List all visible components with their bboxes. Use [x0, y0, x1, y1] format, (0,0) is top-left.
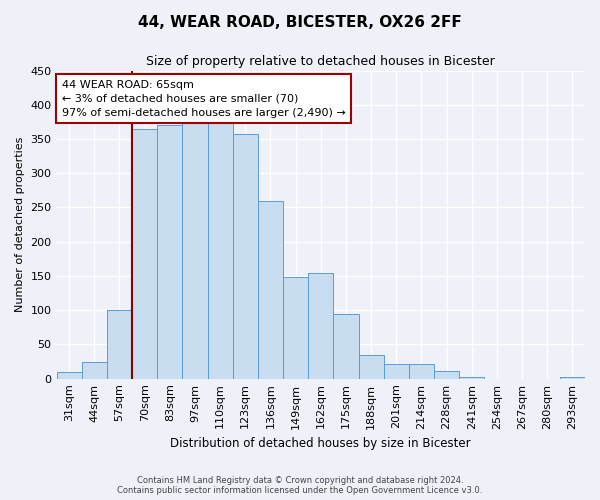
Bar	[334, 314, 359, 378]
Bar	[434, 371, 459, 378]
Bar	[157, 126, 182, 378]
Bar	[308, 272, 334, 378]
Bar	[182, 124, 208, 378]
Text: 44 WEAR ROAD: 65sqm
← 3% of detached houses are smaller (70)
97% of semi-detache: 44 WEAR ROAD: 65sqm ← 3% of detached hou…	[62, 80, 346, 118]
Bar	[258, 200, 283, 378]
Y-axis label: Number of detached properties: Number of detached properties	[15, 137, 25, 312]
Bar	[132, 129, 157, 378]
Bar	[208, 124, 233, 378]
Text: 44, WEAR ROAD, BICESTER, OX26 2FF: 44, WEAR ROAD, BICESTER, OX26 2FF	[138, 15, 462, 30]
Bar	[409, 364, 434, 378]
Bar	[359, 354, 383, 378]
Title: Size of property relative to detached houses in Bicester: Size of property relative to detached ho…	[146, 55, 495, 68]
Bar	[283, 278, 308, 378]
Text: Contains HM Land Registry data © Crown copyright and database right 2024.
Contai: Contains HM Land Registry data © Crown c…	[118, 476, 482, 495]
Bar	[383, 364, 409, 378]
Bar	[107, 310, 132, 378]
X-axis label: Distribution of detached houses by size in Bicester: Distribution of detached houses by size …	[170, 437, 471, 450]
Bar	[82, 362, 107, 378]
Bar	[233, 134, 258, 378]
Bar	[56, 372, 82, 378]
